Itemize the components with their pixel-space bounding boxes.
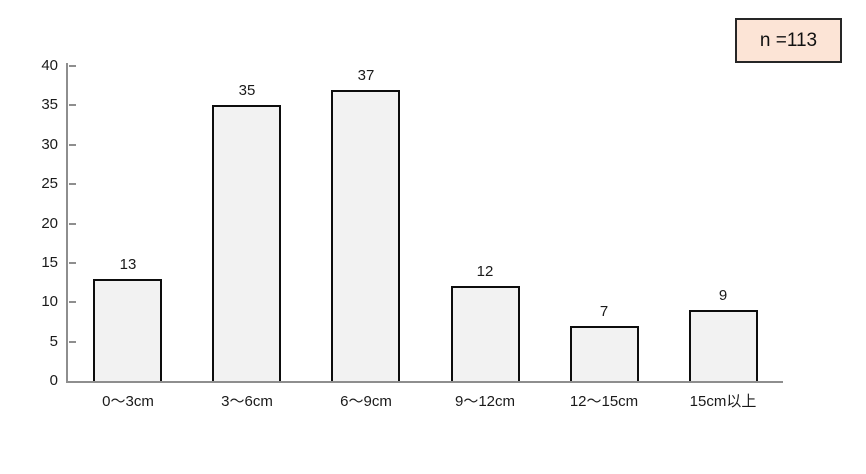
bar-value-label: 37 [357,67,375,84]
x-category-label: 9～12cm [454,393,516,410]
y-tick-mark [69,222,76,225]
bar [212,105,281,381]
y-tick-label: 20 [41,214,58,232]
y-tick-mark [69,301,76,304]
y-tick-label: 30 [41,135,58,153]
bar [93,279,162,381]
y-tick-label: 40 [41,57,58,74]
x-axis [66,381,783,383]
sample-size-box: n =113 [735,18,842,63]
y-tick-mark [69,183,76,186]
y-tick-label: 10 [41,293,58,311]
y-axis [66,63,68,383]
x-category-label: 12～15cm [569,393,639,410]
bar-value-label: 35 [238,82,256,99]
bar [331,90,400,381]
y-tick-label: 35 [41,96,58,114]
x-category-label: 6～9cm [340,393,392,410]
y-tick-mark [69,143,76,146]
bar-value-label: 13 [119,256,137,273]
bar [570,326,639,381]
x-category-label: 3～6cm [221,393,273,410]
bar [451,286,520,381]
y-tick-label: 25 [41,175,58,193]
bar-value-label: 9 [718,287,728,304]
y-tick-label: 5 [49,332,58,350]
bar [689,310,758,381]
y-tick-mark [69,65,76,67]
x-category-label: 0～3cm [102,393,154,410]
x-category-label: 15cm以上 [689,393,757,410]
y-tick-label: 0 [49,372,58,389]
bar-value-label: 12 [476,263,494,280]
y-tick-label: 15 [41,253,58,271]
y-tick-mark [69,104,76,107]
y-tick-mark [69,261,76,264]
bar-value-label: 7 [599,303,609,320]
sample-size-label: n =113 [759,29,818,51]
y-tick-mark [69,340,76,343]
